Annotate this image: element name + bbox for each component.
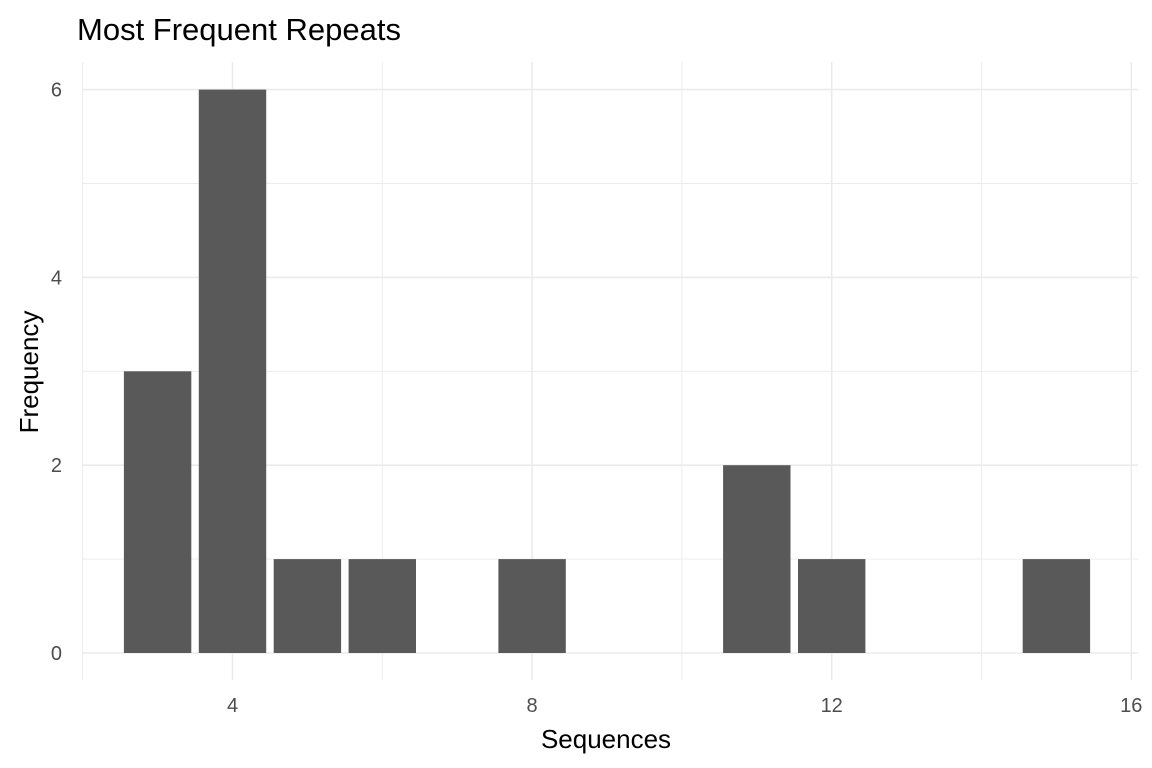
bar: [797, 559, 866, 653]
bar: [273, 559, 342, 653]
bar: [1022, 559, 1091, 653]
y-tick-label: 6: [51, 80, 62, 102]
y-tick-label: 0: [51, 643, 62, 665]
x-axis-ticks: 4 8 12 16: [227, 695, 1142, 717]
x-tick-label: 16: [1120, 695, 1142, 717]
bar: [348, 559, 417, 653]
y-axis-ticks: 0 2 4 6: [51, 80, 62, 665]
bars: [123, 89, 1091, 654]
x-tick-label: 12: [821, 695, 843, 717]
x-tick-label: 4: [227, 695, 238, 717]
bar: [498, 559, 566, 653]
bar: [123, 371, 192, 653]
chart-title: Most Frequent Repeats: [77, 12, 401, 47]
x-axis-title: Sequences: [541, 724, 671, 754]
y-tick-label: 2: [51, 455, 62, 477]
bar: [723, 465, 791, 653]
y-axis-title: Frequency: [14, 311, 44, 434]
bar: [198, 89, 267, 654]
y-tick-label: 4: [51, 267, 62, 289]
x-tick-label: 8: [527, 695, 538, 717]
